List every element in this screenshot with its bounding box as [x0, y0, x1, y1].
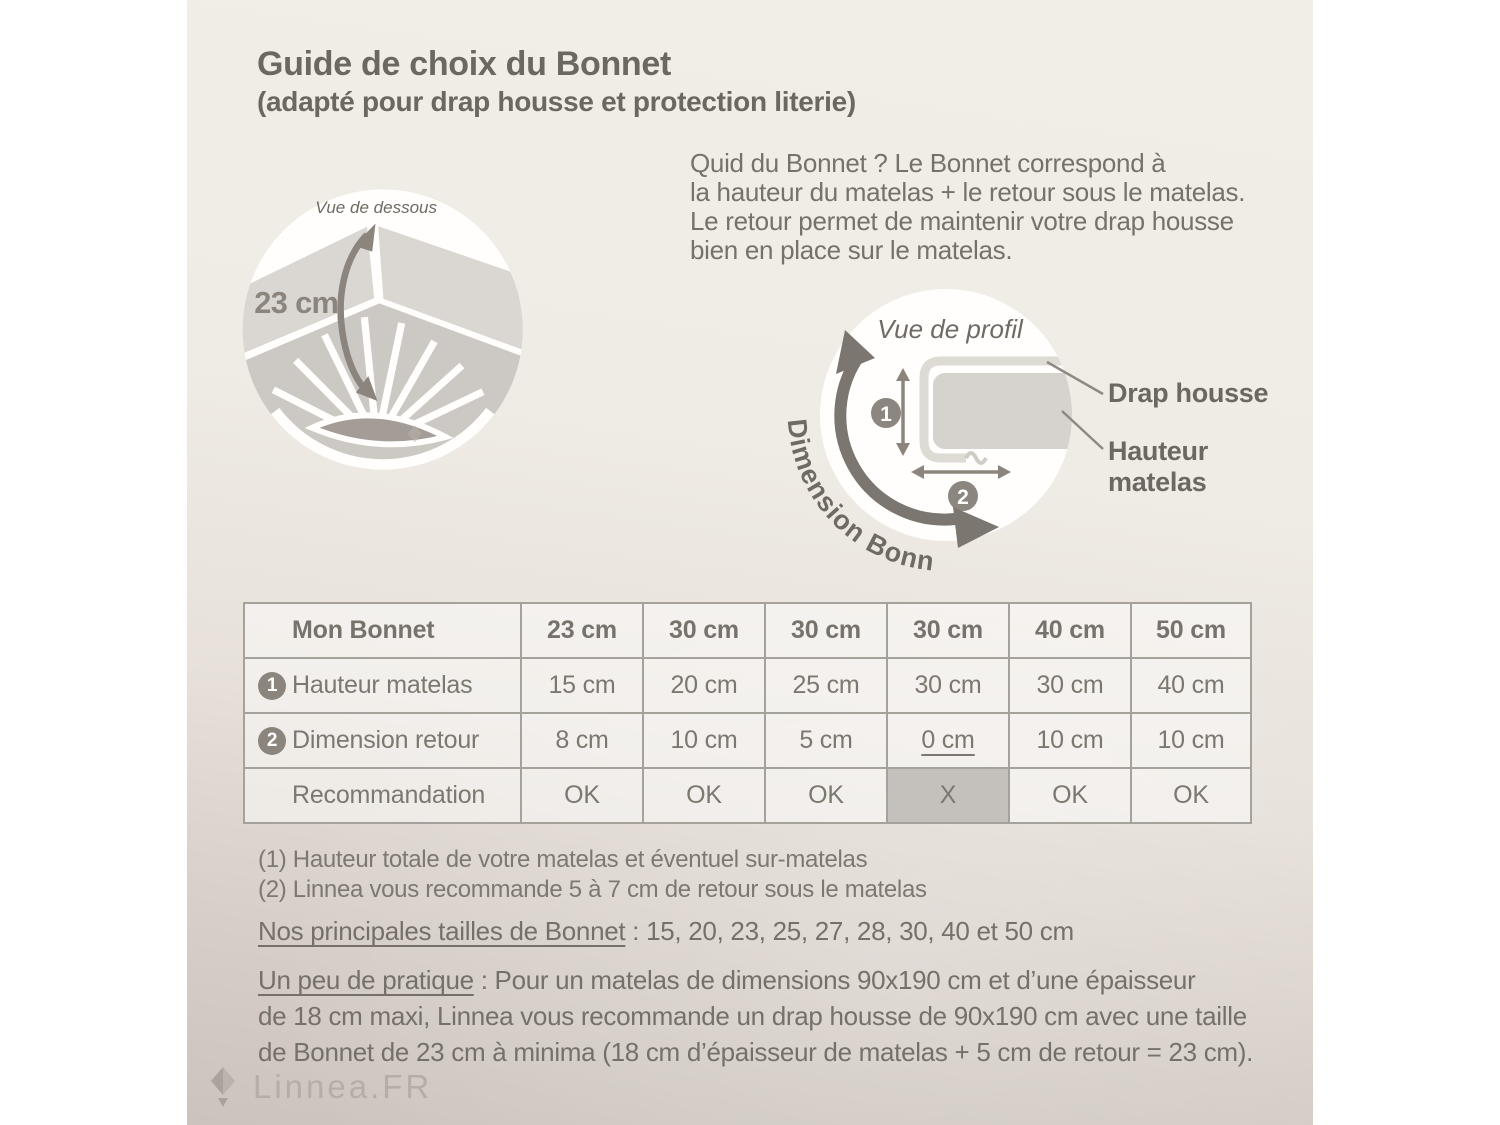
return-arrow-icon [911, 465, 1011, 479]
header-col-2: 30 cm [642, 602, 766, 659]
page-title: Guide de choix du Bonnet [257, 45, 672, 83]
header-mon-bonnet: Mon Bonnet [243, 602, 522, 659]
cell: OK [520, 767, 644, 824]
row-label-recommandation: Recommandation [243, 767, 522, 824]
bonnet-curved-arrow-icon [337, 223, 378, 401]
bottom-rim [269, 407, 496, 470]
mattress-side-right [378, 226, 523, 356]
height-arrow-icon [896, 368, 910, 456]
row-label-text: Hauteur matelas [292, 671, 473, 699]
vue-de-dessous-illustration: Vue de dessous 23 cm [242, 189, 523, 470]
practice-line-2: de 18 cm maxi, Linnea vous recommande un… [258, 1001, 1247, 1031]
hauteur-matelas-label-line2: matelas [1108, 467, 1207, 497]
label-pointer-lines [1046, 360, 1104, 450]
cell: OK [1130, 767, 1252, 824]
hauteur-matelas-label: Hauteur matelas [1108, 436, 1208, 498]
intro-line-2: la hauteur du matelas + le retour sous l… [690, 177, 1246, 207]
header-col-6: 50 cm [1130, 602, 1252, 659]
badge-1-icon: 1 [258, 671, 286, 700]
drap-housse-label: Drap housse [1108, 378, 1269, 408]
badge-2-icon: 2 [258, 726, 286, 755]
brand-name: Linnea.FR [253, 1068, 433, 1105]
footnotes: (1) Hauteur totale de votre matelas et é… [258, 845, 927, 905]
infographic-background [187, 0, 1313, 1125]
practice-line-3: de Bonnet de 23 cm à minima (18 cm d’épa… [258, 1037, 1254, 1067]
footnote-1: (1) Hauteur totale de votre matelas et é… [258, 846, 868, 873]
step-2-badge: 2 [948, 481, 978, 511]
profil-caption: Vue de profil [877, 314, 1024, 344]
header-col-3: 30 cm [764, 602, 888, 659]
header-col-5: 40 cm [1008, 602, 1132, 659]
linnea-leaf-icon [211, 1067, 235, 1107]
header-col-4: 30 cm [886, 602, 1010, 659]
cell: OK [1008, 767, 1132, 824]
dimension-bonnet-arrow-icon [834, 330, 999, 548]
cell: 5 cm [764, 712, 888, 769]
footnote-2: (2) Linnea vous recommande 5 à 7 cm de r… [258, 876, 927, 903]
intro-paragraph: Quid du Bonnet ? Le Bonnet correspond à … [690, 149, 1245, 265]
dessous-caption: Vue de dessous [315, 198, 437, 217]
bonnet-table: Mon Bonnet 23 cm 30 cm 30 cm 30 cm 40 cm… [243, 602, 1252, 824]
page-subtitle: (adapté pour drap housse et protection l… [257, 86, 856, 117]
cell: OK [642, 767, 766, 824]
table-header-row: Mon Bonnet 23 cm 30 cm 30 cm 30 cm 40 cm… [243, 602, 1252, 659]
drap-housse-outline [919, 356, 1072, 463]
practice-line-1: Un peu de pratique : Pour un matelas de … [258, 962, 1253, 998]
table-row-dimension-retour: 2 Dimension retour 8 cm 10 cm 5 cm 0 cm … [243, 712, 1252, 769]
intro-line-1: Quid du Bonnet ? Le Bonnet correspond à [690, 148, 1166, 178]
mattress-profile [933, 373, 1072, 449]
sizes-line: Nos principales tailles de Bonnet : 15, … [258, 916, 1074, 947]
bonnet-measurement: 23 cm [254, 285, 338, 320]
intro-line-3: Le retour permet de maintenir votre drap… [690, 206, 1234, 236]
cell-zero-retour: 0 cm [886, 712, 1010, 769]
row-label-hauteur-matelas: 1 Hauteur matelas [243, 657, 522, 714]
title-block: Guide de choix du Bonnet (adapté pour dr… [257, 44, 856, 120]
svg-text:1: 1 [880, 403, 892, 426]
practice-paragraph: Un peu de pratique : Pour un matelas de … [258, 962, 1253, 1070]
cell-not-recommended: X [886, 767, 1010, 824]
cell: 10 cm [1008, 712, 1132, 769]
intro-line-4: bien en place sur le matelas. [690, 235, 1013, 265]
cell: 10 cm [642, 712, 766, 769]
cell: 20 cm [642, 657, 766, 714]
row-label-dimension-retour: 2 Dimension retour [243, 712, 522, 769]
header-col-1: 23 cm [520, 602, 644, 659]
elastic-squiggle [964, 451, 988, 465]
table-row-hauteur-matelas: 1 Hauteur matelas 15 cm 20 cm 25 cm 30 c… [243, 657, 1252, 714]
cell: 8 cm [520, 712, 644, 769]
cell: 30 cm [886, 657, 1010, 714]
row-label-text: Dimension retour [292, 726, 480, 754]
mattress-side-left [242, 226, 375, 360]
svg-text:2: 2 [957, 486, 969, 509]
practice-line-1-rest: : Pour un matelas de dimensions 90x190 c… [473, 965, 1196, 995]
sizes-lead: Nos principales tailles de Bonnet [258, 916, 626, 946]
brand-watermark: Linnea.FR [205, 1066, 432, 1108]
cell: 25 cm [764, 657, 888, 714]
vue-de-profil-illustration: 1 2 Vue de profil Dimension Bonnet [775, 268, 1104, 577]
watermark-leaf-icon [407, 425, 423, 443]
cell: 10 cm [1130, 712, 1252, 769]
table-row-recommandation: Recommandation OK OK OK X OK OK [243, 767, 1252, 824]
sizes-rest: : 15, 20, 23, 25, 27, 28, 30, 40 et 50 c… [625, 916, 1074, 946]
cell: 40 cm [1130, 657, 1252, 714]
step-1-badge: 1 [871, 398, 901, 428]
cell: 15 cm [520, 657, 644, 714]
practice-lead: Un peu de pratique [258, 965, 474, 995]
cell: 30 cm [1008, 657, 1132, 714]
cell: OK [764, 767, 888, 824]
hauteur-matelas-label-line1: Hauteur [1108, 436, 1208, 466]
